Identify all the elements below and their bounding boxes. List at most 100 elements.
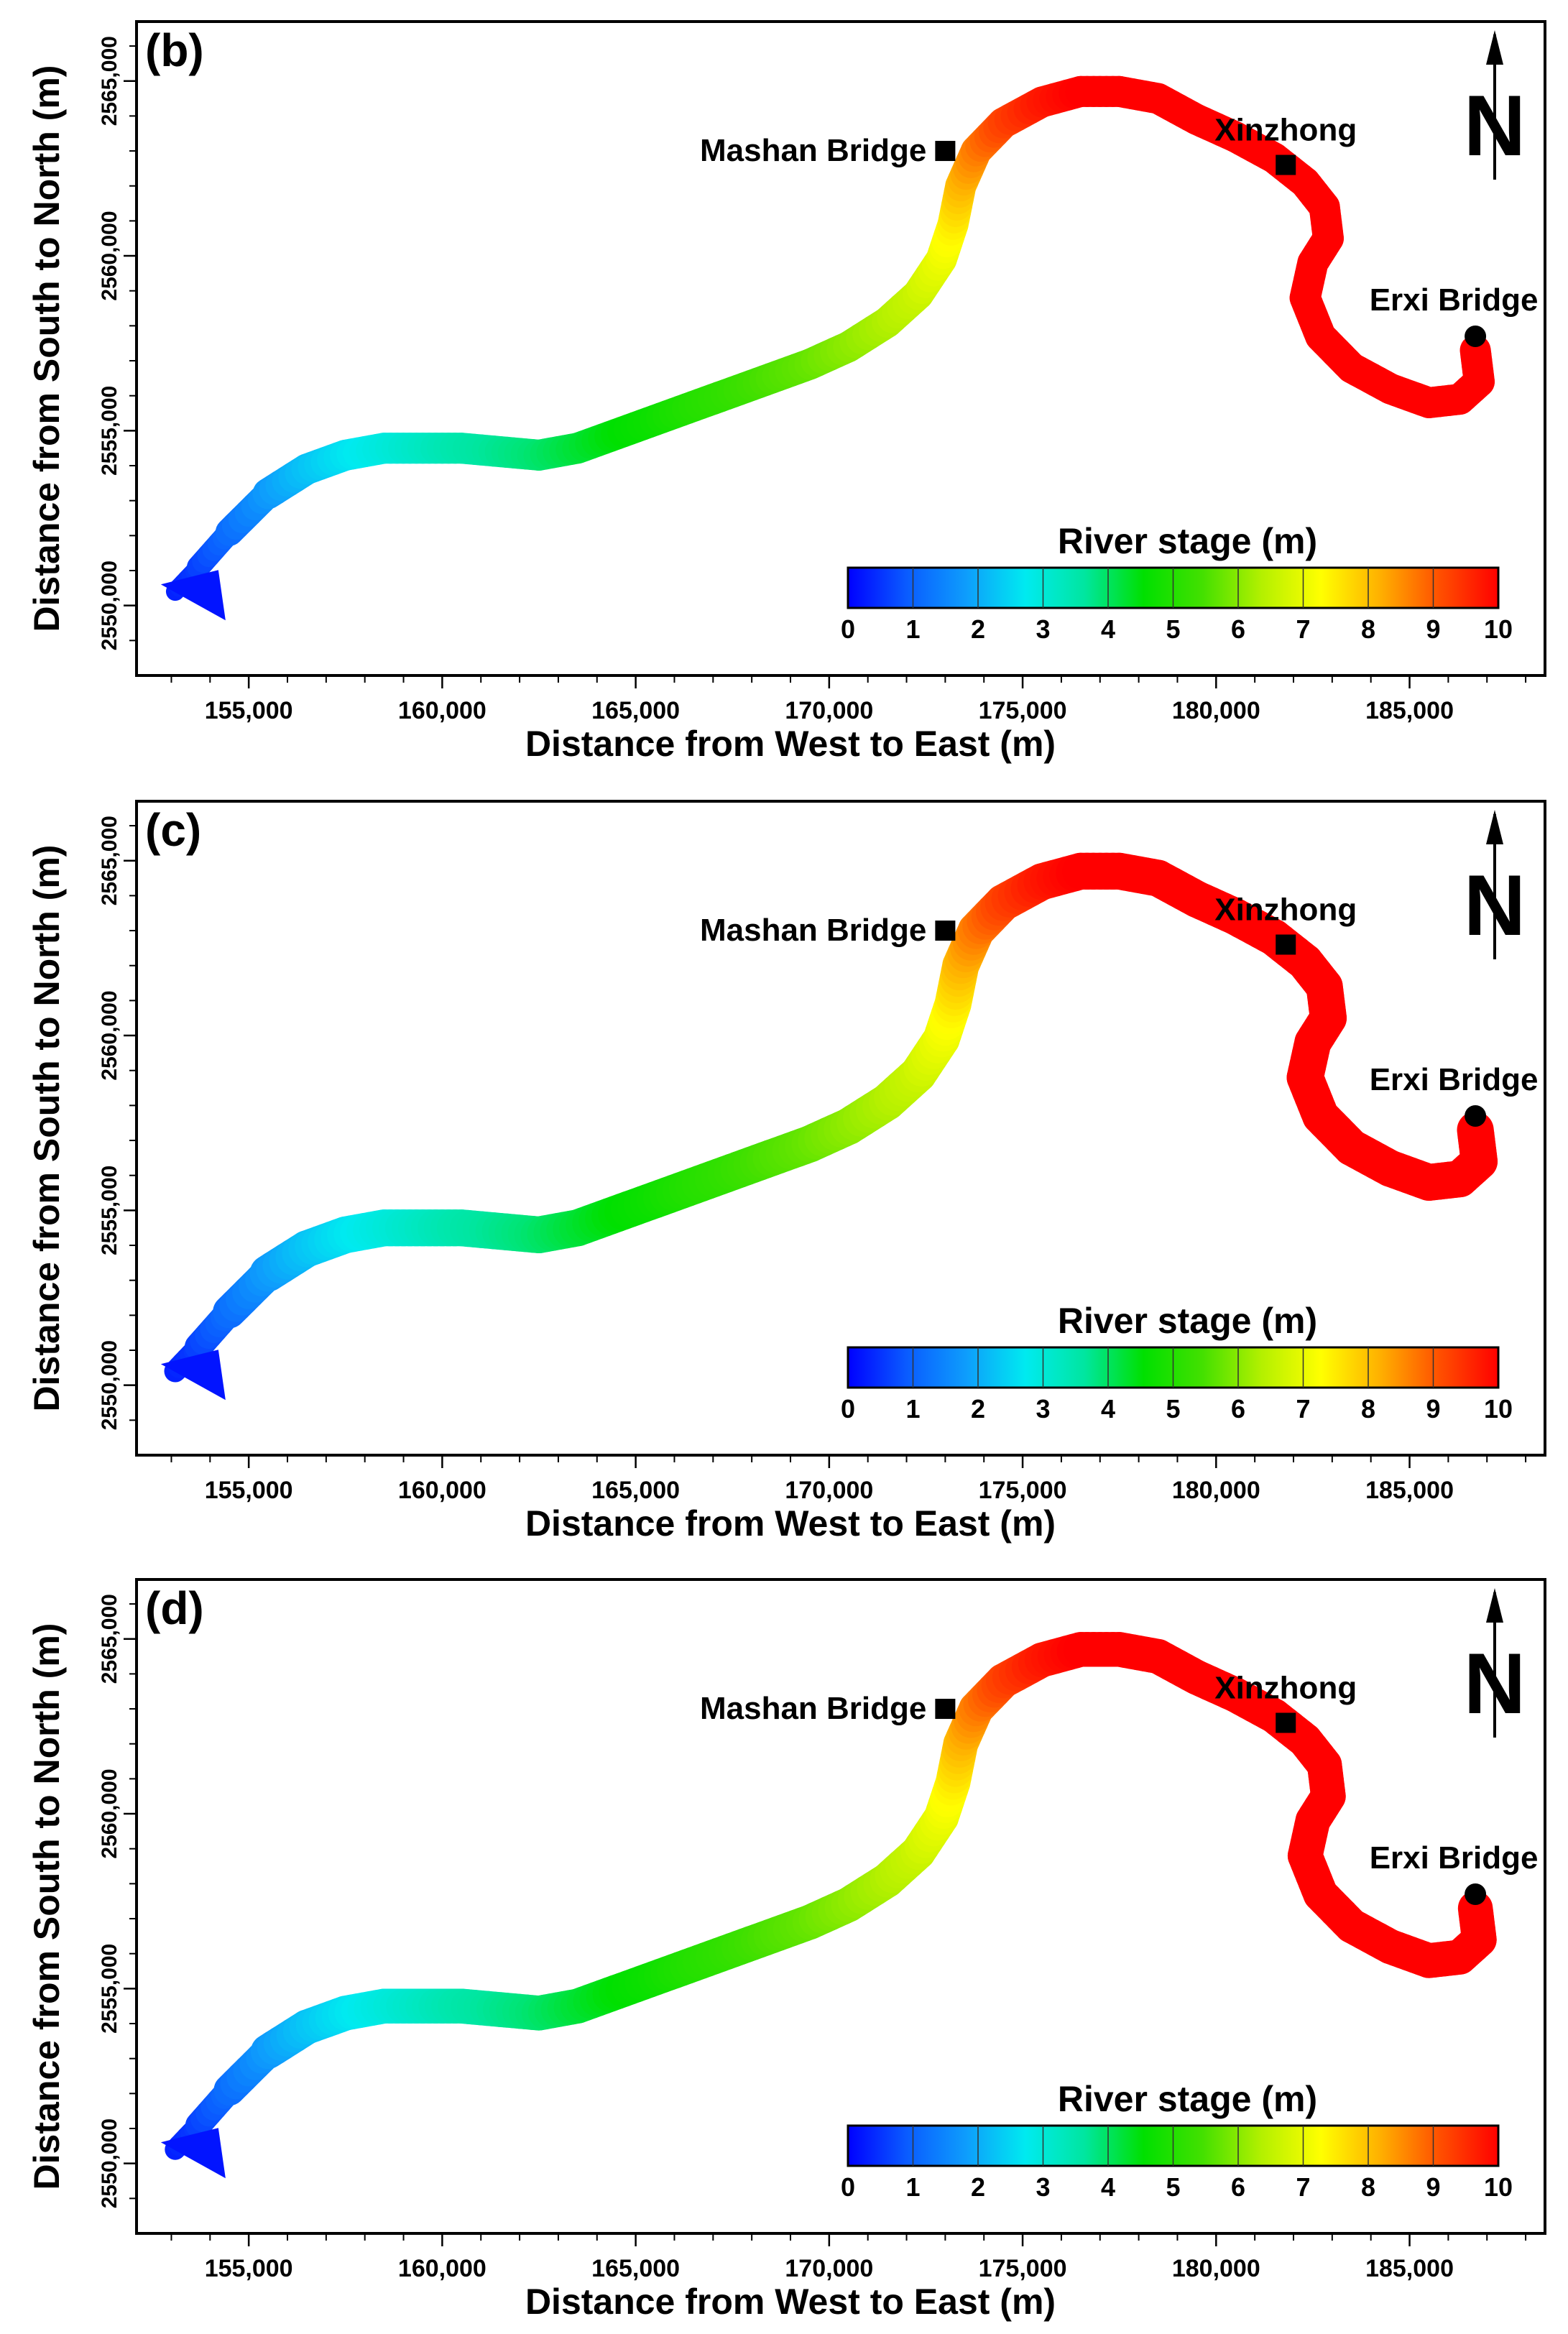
river-segment bbox=[1457, 1111, 1495, 1154]
map-svg-b: 155,000 160,000 165,000 170,000 175,000 180,0… bbox=[27, 20, 1546, 764]
panel-tag: (d) bbox=[145, 1582, 204, 1634]
y-axis-label: Distance from South to North (m) bbox=[27, 1623, 67, 2190]
y-tick-label: 2565,000 bbox=[98, 1594, 121, 1684]
colorbar-tick-label: 9 bbox=[1426, 2172, 1440, 2202]
colorbar-tick-label: 10 bbox=[1484, 1394, 1513, 1424]
colorbar-tick-label: 2 bbox=[971, 2172, 985, 2202]
colorbar-tick-label: 5 bbox=[1166, 614, 1180, 644]
x-tick-label: 175,000 bbox=[979, 697, 1067, 724]
panel-tag: (b) bbox=[145, 24, 204, 76]
x-tick-label: 170,000 bbox=[785, 697, 873, 724]
colorbar: 0 1 2 3 4 5 6 7 8 9 10 River stage (m) bbox=[841, 2079, 1513, 2202]
colorbar-title: River stage (m) bbox=[1058, 2079, 1317, 2119]
y-axis-label: Distance from South to North (m) bbox=[27, 845, 67, 1412]
station-marker-circle bbox=[1465, 1104, 1487, 1127]
x-tick-label: 175,000 bbox=[979, 2255, 1067, 2282]
river-channel bbox=[160, 75, 1495, 621]
colorbar-tick-label: 10 bbox=[1484, 2172, 1513, 2202]
river-segment bbox=[1457, 1891, 1494, 1931]
river-channel bbox=[160, 852, 1498, 1401]
y-tick-label: 2565,000 bbox=[98, 36, 121, 126]
y-tick-label: 2555,000 bbox=[98, 1944, 121, 2034]
colorbar-tick-label: 1 bbox=[905, 1394, 920, 1424]
x-tick-label: 155,000 bbox=[205, 2255, 293, 2282]
place-label: Xinzhong bbox=[1214, 113, 1357, 148]
colorbar-tick-label: 2 bbox=[971, 1394, 985, 1424]
station-marker-square bbox=[935, 1699, 956, 1720]
colorbar-tick-label: 8 bbox=[1361, 1394, 1375, 1424]
colorbar-tick-label: 5 bbox=[1166, 2172, 1180, 2202]
colorbar-tick-label: 1 bbox=[905, 614, 920, 644]
x-tick-label: 180,000 bbox=[1172, 1477, 1260, 1504]
y-tick-label: 2550,000 bbox=[98, 1340, 121, 1430]
plot-frame bbox=[135, 1578, 1546, 2235]
x-tick-label: 165,000 bbox=[591, 697, 680, 724]
x-tick-label: 155,000 bbox=[205, 1477, 293, 1504]
panel-tag: (c) bbox=[145, 804, 201, 856]
river-outlet bbox=[160, 570, 226, 621]
map-panel-d: 155,000 160,000 165,000 170,000 175,000 180,0… bbox=[0, 1558, 1568, 2334]
colorbar-tick-label: 6 bbox=[1231, 614, 1245, 644]
x-axis-label: Distance from West to East (m) bbox=[525, 724, 1056, 764]
y-tick-label: 2560,000 bbox=[98, 990, 121, 1080]
river-segment bbox=[1459, 334, 1492, 372]
colorbar-tick-label: 7 bbox=[1296, 1394, 1310, 1424]
colorbar-tick-label: 9 bbox=[1426, 614, 1440, 644]
colorbar-tick-label: 6 bbox=[1231, 2172, 1245, 2202]
colorbar-tick-label: 4 bbox=[1101, 2172, 1115, 2202]
x-tick-label: 175,000 bbox=[979, 1477, 1067, 1504]
colorbar-tick-label: 6 bbox=[1231, 1394, 1245, 1424]
y-tick-label: 2550,000 bbox=[98, 561, 121, 650]
colorbar-title: River stage (m) bbox=[1058, 1301, 1317, 1341]
y-tick-label: 2560,000 bbox=[98, 211, 121, 300]
north-label: N bbox=[1464, 78, 1526, 174]
x-tick-label: 180,000 bbox=[1172, 2255, 1260, 2282]
place-label: Erxi Bridge bbox=[1370, 282, 1539, 318]
station-marker-square bbox=[935, 921, 956, 941]
colorbar-tick-label: 2 bbox=[971, 614, 985, 644]
colorbar-tick-label: 3 bbox=[1036, 2172, 1050, 2202]
station-marker-circle bbox=[1465, 325, 1487, 347]
colorbar-tick-label: 9 bbox=[1426, 1394, 1440, 1424]
colorbar-tick-label: 4 bbox=[1101, 1394, 1115, 1424]
colorbar-tick-label: 3 bbox=[1036, 1394, 1050, 1424]
x-tick-label: 155,000 bbox=[205, 697, 293, 724]
y-tick-label: 2565,000 bbox=[98, 816, 121, 905]
colorbar-tick-label: 0 bbox=[841, 1394, 855, 1424]
colorbar-tick-label: 7 bbox=[1296, 614, 1310, 644]
station-marker-circle bbox=[1465, 1883, 1487, 1905]
x-tick-label: 160,000 bbox=[398, 697, 486, 724]
x-axis-label: Distance from West to East (m) bbox=[525, 1503, 1056, 1544]
colorbar-tick-label: 3 bbox=[1036, 614, 1050, 644]
colorbar-tick-label: 0 bbox=[841, 614, 855, 644]
north-arrow-icon: N bbox=[1464, 810, 1526, 959]
colorbar-tick-label: 1 bbox=[905, 2172, 920, 2202]
river-channel bbox=[160, 1632, 1497, 2179]
place-label: Erxi Bridge bbox=[1370, 1062, 1539, 1097]
map-svg-d: 155,000 160,000 165,000 170,000 175,000 180,0… bbox=[27, 1578, 1546, 2322]
x-tick-label: 180,000 bbox=[1172, 697, 1260, 724]
map-panel-b: 155,000 160,000 165,000 170,000 175,000 180,0… bbox=[0, 0, 1568, 776]
colorbar-tick-label: 4 bbox=[1101, 614, 1115, 644]
station-marker-square bbox=[1276, 934, 1296, 955]
colorbar: 0 1 2 3 4 5 6 7 8 9 10 River stage (m) bbox=[841, 1301, 1513, 1424]
place-label: Mashan Bridge bbox=[700, 913, 926, 948]
north-label: N bbox=[1464, 857, 1526, 954]
x-tick-label: 170,000 bbox=[785, 2255, 873, 2282]
map-svg-c: 155,000 160,000 165,000 170,000 175,000 180,0… bbox=[27, 800, 1546, 1544]
colorbar-title: River stage (m) bbox=[1058, 521, 1317, 561]
place-label: Mashan Bridge bbox=[700, 133, 926, 168]
river-outlet bbox=[160, 1350, 226, 1401]
colorbar-tick-label: 8 bbox=[1361, 2172, 1375, 2202]
colorbar: 0 1 2 3 4 5 6 7 8 9 10 River stage (m) bbox=[841, 521, 1513, 644]
x-tick-label: 185,000 bbox=[1365, 1477, 1454, 1504]
colorbar-tick-label: 0 bbox=[841, 2172, 855, 2202]
y-tick-label: 2555,000 bbox=[98, 1166, 121, 1255]
colorbar-tick-label: 10 bbox=[1484, 614, 1513, 644]
x-tick-label: 170,000 bbox=[785, 1477, 873, 1504]
place-label: Xinzhong bbox=[1214, 1671, 1357, 1706]
colorbar-tick-label: 7 bbox=[1296, 2172, 1310, 2202]
colorbar-tick-label: 8 bbox=[1361, 614, 1375, 644]
station-marker-square bbox=[1276, 1712, 1296, 1733]
plot-frame bbox=[135, 20, 1546, 677]
